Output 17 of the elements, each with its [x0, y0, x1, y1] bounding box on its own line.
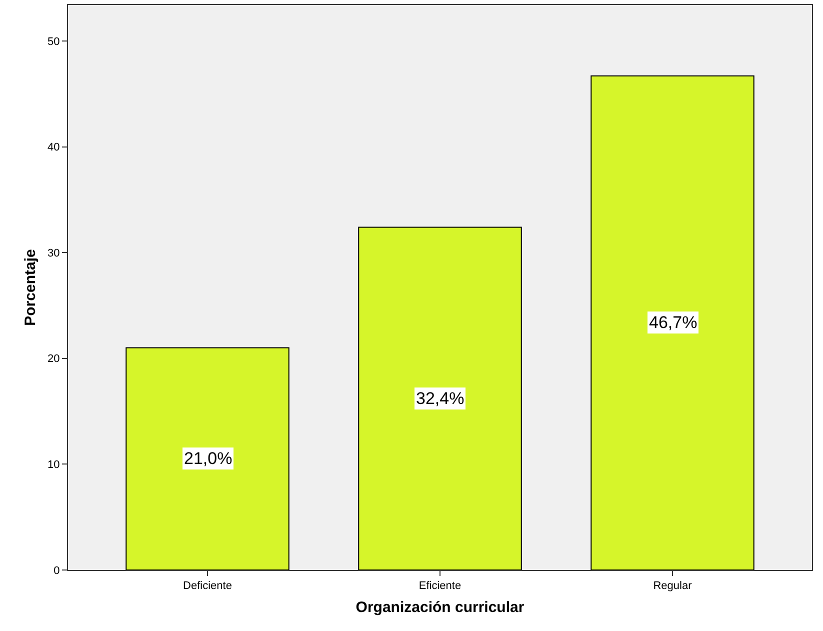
x-axis-title: Organización curricular — [356, 599, 524, 616]
x-tick-label: Deficiente — [183, 580, 232, 592]
bar — [590, 75, 754, 570]
bar — [126, 347, 290, 570]
y-tick-label: 50 — [48, 36, 60, 48]
y-tick-label: 20 — [48, 353, 60, 366]
bar — [358, 226, 522, 570]
y-axis-title: Porcentaje — [22, 249, 39, 326]
data-label: 32,4% — [416, 389, 464, 408]
x-tick-label: Regular — [653, 580, 692, 592]
y-tick-label: 0 — [54, 564, 60, 577]
y-tick-label: 30 — [48, 247, 60, 260]
data-label: 21,0% — [184, 449, 232, 468]
x-tick-label: Eficiente — [418, 580, 462, 592]
y-tick-label: 40 — [48, 142, 60, 154]
data-label: 46,7% — [649, 313, 698, 332]
y-tick-label: 10 — [48, 459, 60, 472]
